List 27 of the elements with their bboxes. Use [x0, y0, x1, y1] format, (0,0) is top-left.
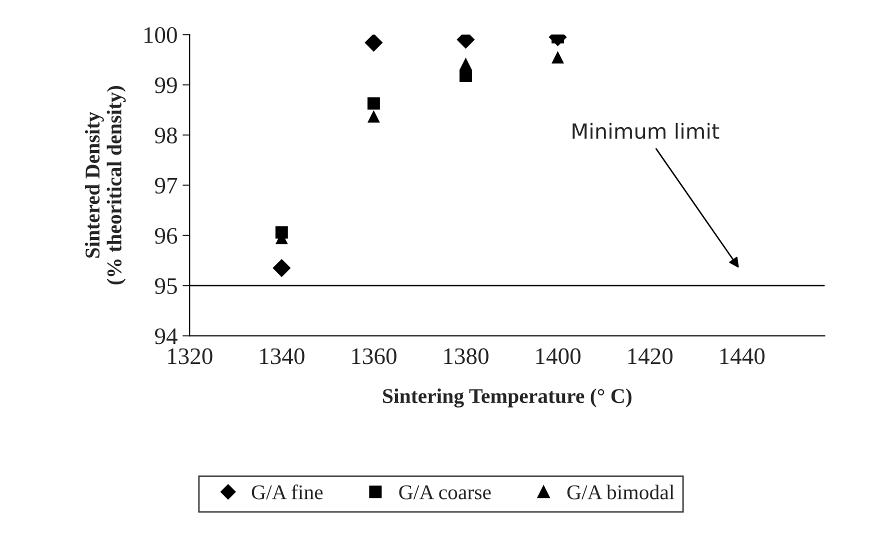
x-tick-label: 1320 — [168, 348, 212, 364]
y-tick-label: 94 — [154, 328, 178, 344]
legend-label: G/A bimodal — [567, 484, 674, 500]
point — [460, 70, 472, 82]
point — [364, 34, 383, 52]
x-tick-label: 1440 — [720, 348, 765, 364]
point — [272, 258, 291, 278]
point — [367, 110, 380, 123]
point — [367, 97, 380, 110]
y-axis-title: Sintered Density (% theoritical density) — [84, 86, 126, 284]
x-tick-label: 1340 — [260, 348, 304, 364]
y-tick-label: 96 — [154, 228, 178, 244]
x-tick-label: 1400 — [536, 348, 580, 364]
y-tick-label: 100 — [144, 27, 177, 44]
x-tick-label: 1380 — [444, 348, 488, 364]
point — [460, 58, 472, 70]
y-tick-label: 97 — [154, 178, 178, 194]
x-tick-label: 1360 — [352, 348, 396, 364]
annotation: Minimum limit — [572, 122, 720, 140]
y-tick-label: 99 — [154, 77, 177, 94]
y-tick-label: 98 — [154, 128, 177, 144]
legend-label: G/A coarse — [399, 485, 491, 500]
x-axis-title: Sintering Temperature (° C) — [383, 388, 632, 408]
x-tick-label: 1420 — [628, 348, 673, 364]
legend-label: G/A fine — [252, 484, 323, 500]
point — [552, 51, 564, 64]
y-tick-label: 95 — [154, 278, 177, 294]
